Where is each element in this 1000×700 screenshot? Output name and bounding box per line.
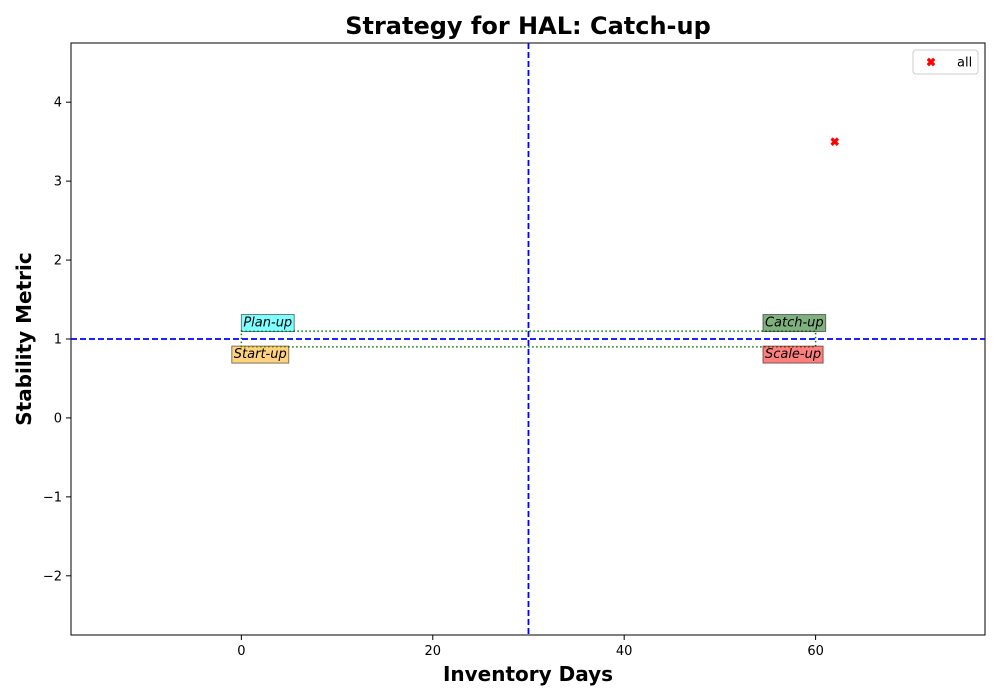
chart-title: Strategy for HAL: Catch-up — [345, 12, 711, 40]
legend-label: all — [957, 56, 972, 71]
legend-marker — [926, 57, 936, 67]
scale-up-label: Scale-up — [765, 347, 821, 362]
x-tick-label: 40 — [616, 644, 633, 659]
x-tick-label: 20 — [424, 644, 441, 659]
y-tick-label: 2 — [54, 254, 62, 269]
y-tick-label: 0 — [54, 411, 62, 426]
plan-up-label: Plan-up — [243, 316, 292, 331]
scale-up-label-group: Scale-up — [762, 345, 824, 364]
y-tick-label: 3 — [54, 175, 62, 190]
plan-up-label-box — [240, 314, 295, 333]
y-tick-label: 4 — [54, 96, 62, 111]
y-tick-label: 1 — [54, 333, 62, 348]
y-tick-label: −2 — [43, 569, 62, 584]
data-point — [830, 137, 840, 146]
start-up-label: Start-up — [234, 347, 287, 362]
start-up-label-box — [231, 345, 290, 364]
catch-up-band — [240, 330, 817, 348]
start-up-label-group: Start-up — [231, 345, 290, 364]
catch-up-label-box — [762, 314, 827, 333]
y-tick-label: −1 — [43, 490, 62, 505]
scale-up-label-box — [762, 345, 824, 364]
y-axis-title: Stability Metric — [12, 252, 36, 426]
x-axis-title: Inventory Days — [443, 662, 613, 686]
catch-up-label: Catch-up — [765, 316, 824, 331]
legend-box — [912, 49, 979, 75]
legend-marker-stroke — [926, 57, 936, 67]
x-tick-label: 60 — [807, 644, 824, 659]
x-tick-label: 0 — [237, 644, 245, 659]
catch-up-label-group: Catch-up — [762, 314, 827, 333]
data-point-stroke — [830, 137, 840, 146]
plan-up-label-group: Plan-up — [240, 314, 295, 333]
